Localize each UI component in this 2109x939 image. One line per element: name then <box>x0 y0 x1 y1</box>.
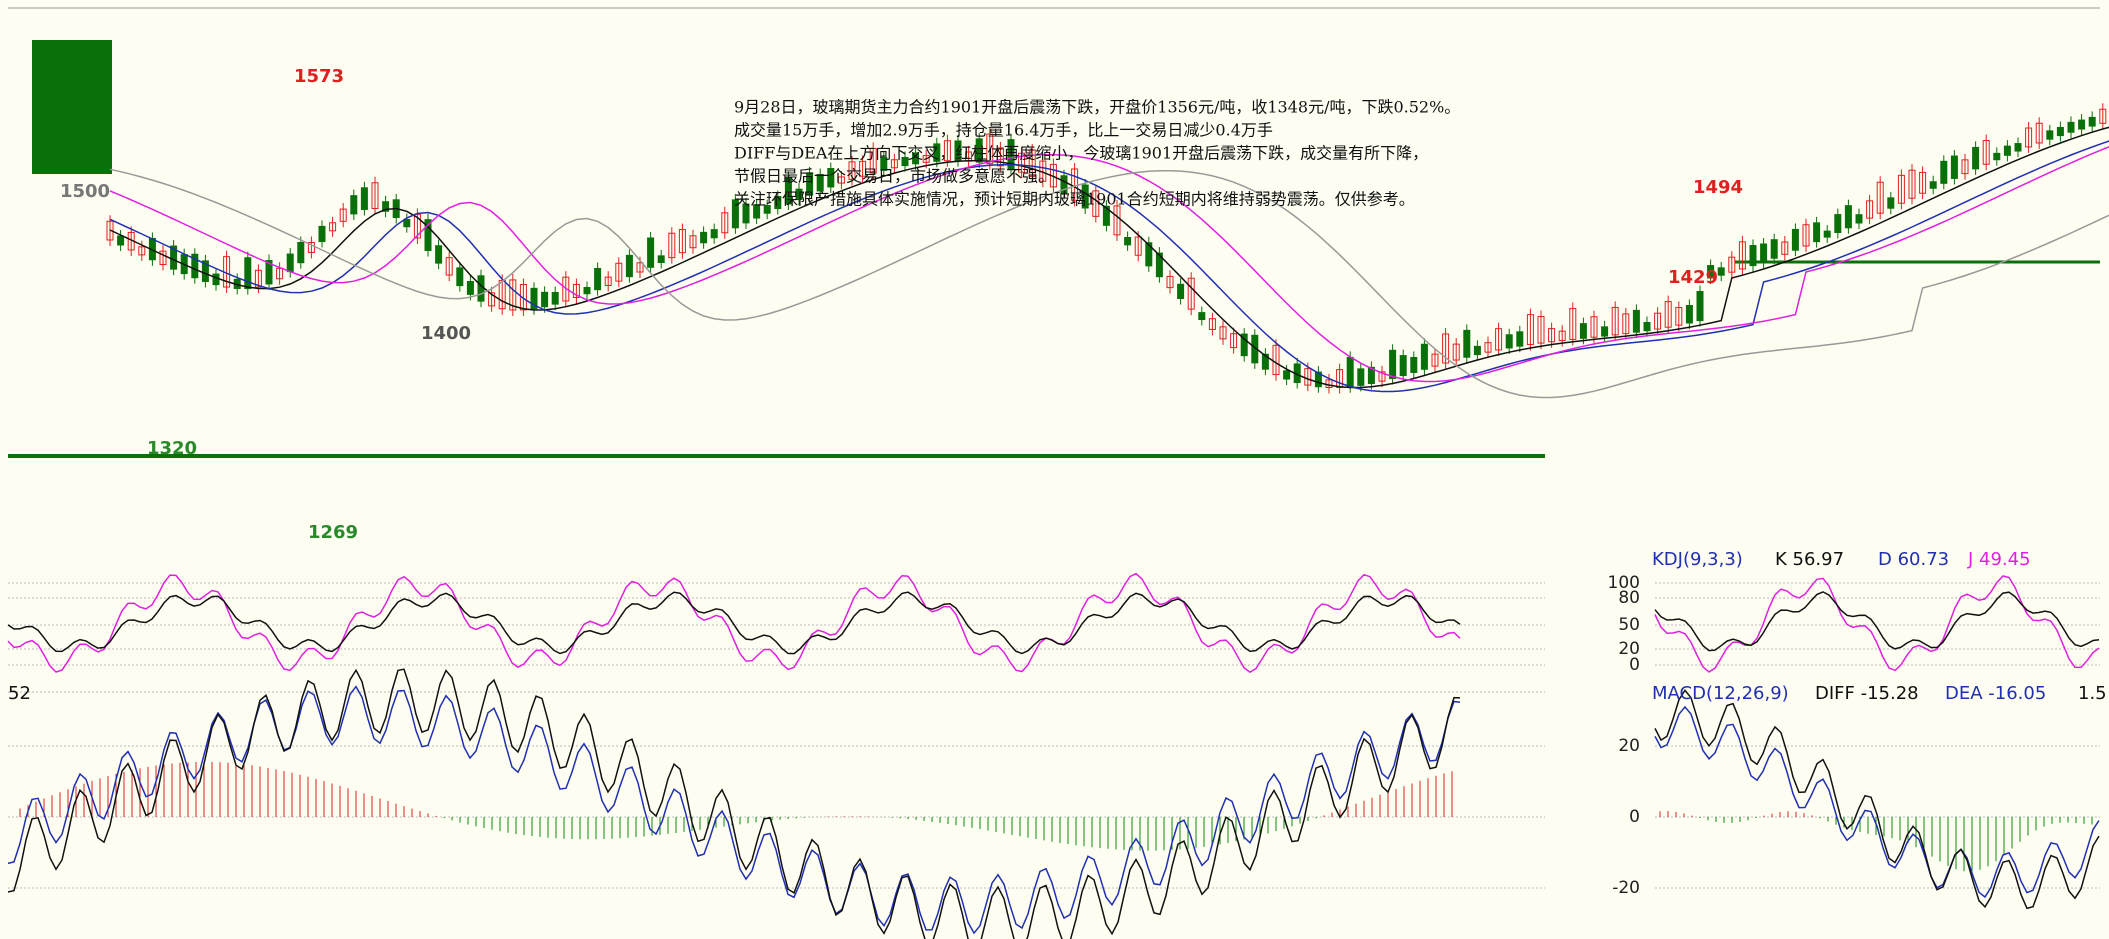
candle-body <box>478 276 484 301</box>
candle-body <box>1390 350 1396 378</box>
price-label: 1573 <box>294 66 344 87</box>
candle-body <box>542 292 548 306</box>
price-label: 1429 <box>1668 267 1718 288</box>
kdj-tick-label: 80 <box>1618 588 1640 608</box>
candle-body <box>701 232 707 242</box>
macd-tick-label: 0 <box>1629 807 1640 827</box>
candle-body <box>1602 327 1608 336</box>
candle-body <box>1464 330 1470 357</box>
macd-tick-label: -20 <box>1612 878 1640 898</box>
candle-body <box>287 254 293 272</box>
candle-body <box>467 282 473 295</box>
annotation-line: DIFF与DEA在上方向下交叉，红柱体再度缩小，今玻璃1901开盘后震荡下跌，成… <box>734 144 1428 163</box>
candle-body <box>1973 147 1979 168</box>
price-label: 1500 <box>60 181 110 202</box>
candle-body <box>1750 246 1756 266</box>
kdj-j: J 49.45 <box>1967 549 2031 570</box>
candle-body <box>1421 344 1427 369</box>
candle-body <box>1824 231 1830 237</box>
candle-body <box>626 255 632 276</box>
candle-body <box>1845 206 1851 228</box>
candle-body <box>2015 144 2021 151</box>
candle-body <box>1771 240 1777 259</box>
candle-body <box>1125 238 1131 245</box>
candle-body <box>2004 146 2010 155</box>
candle-body <box>1400 356 1406 376</box>
page: 9月28日，玻璃期货主力合约1901开盘后震荡下跌，开盘价1356元/吨，收13… <box>0 0 2109 939</box>
candle-body <box>1580 324 1586 339</box>
candle-body <box>118 236 124 245</box>
candle-body <box>457 268 463 286</box>
candle-body <box>711 230 717 238</box>
candle-body <box>298 242 304 262</box>
macd-diff: DIFF -15.28 <box>1815 683 1919 704</box>
price-label: 1320 <box>147 438 197 459</box>
candle-body <box>595 268 601 289</box>
candle-body <box>1814 223 1820 242</box>
candle-body <box>1951 156 1957 178</box>
macd-value: 1.5 <box>2078 683 2107 704</box>
candle-body <box>1199 313 1205 320</box>
candle-body <box>658 256 664 263</box>
annotation-line: 关注环保限产措施具体实施情况，预计短期内玻璃1901合约短期内将维持弱势震荡。仅… <box>734 190 1415 209</box>
candle-body <box>2089 117 2095 126</box>
candle-body <box>584 288 590 294</box>
annotation-line: 9月28日，玻璃期货主力合约1901开盘后震荡下跌，开盘价1356元/吨，收13… <box>734 98 1460 117</box>
price-label: 1400 <box>421 323 471 344</box>
price-label: 1269 <box>308 522 358 543</box>
candle-body <box>1284 371 1290 379</box>
candle-body <box>361 188 367 210</box>
price-label: 1494 <box>1693 177 1743 198</box>
candle-body <box>2057 127 2063 135</box>
candle-body <box>1718 268 1724 275</box>
candle-body <box>245 258 251 289</box>
candle-body <box>1633 310 1639 332</box>
candle-body <box>1888 198 1894 208</box>
candle-body <box>1506 335 1512 348</box>
candle-body <box>436 246 442 263</box>
macd-title: MACD(12,26,9) <box>1652 683 1789 704</box>
candle-body <box>552 293 558 305</box>
candle-body <box>1856 215 1862 223</box>
candle-body <box>1761 244 1767 262</box>
annotation-line: 节假日最后一个交易日，市场做多意愿不强。 <box>734 167 1054 186</box>
candle-body <box>1686 306 1692 323</box>
candle-body <box>404 219 410 226</box>
candle-body <box>1994 153 2000 159</box>
screenshot: 9月28日，玻璃期货主力合约1901开盘后震荡下跌，开盘价1356元/吨，收13… <box>0 0 2109 939</box>
annotation-line: 成交量15万手，增加2.9万手，持仓量16.4万手，比上一交易日减少0.4万手 <box>734 121 1273 140</box>
candle-body <box>213 274 219 285</box>
kdj-title: KDJ(9,3,3) <box>1652 549 1743 570</box>
candle-body <box>319 226 325 241</box>
candle-body <box>1941 161 1947 183</box>
candle-body <box>1358 369 1364 386</box>
kdj-k: K 56.97 <box>1775 549 1844 570</box>
candle-body <box>2047 131 2053 139</box>
candle-body <box>648 238 654 267</box>
candle-body <box>1474 346 1480 354</box>
kdj-tick-label: 50 <box>1618 615 1640 635</box>
kdj-d: D 60.73 <box>1878 549 1949 570</box>
macd-tick-label: 20 <box>1618 736 1640 756</box>
candle-body <box>1697 291 1703 320</box>
candle-body <box>1347 357 1353 386</box>
volume-block <box>32 40 112 174</box>
macd-dea: DEA -16.05 <box>1945 683 2046 704</box>
candle-body <box>1644 322 1650 330</box>
candle-body <box>2079 120 2085 129</box>
candle-body <box>1792 229 1798 250</box>
left-label: 52 <box>8 683 31 704</box>
candle-body <box>1178 284 1184 298</box>
candle-body <box>1517 332 1523 346</box>
candle-body <box>2068 122 2074 132</box>
kdj-tick-label: 0 <box>1629 655 1640 675</box>
candle-body <box>351 196 357 214</box>
candle-body <box>1411 357 1417 372</box>
candle-body <box>1835 215 1841 233</box>
candle-body <box>1930 182 1936 189</box>
